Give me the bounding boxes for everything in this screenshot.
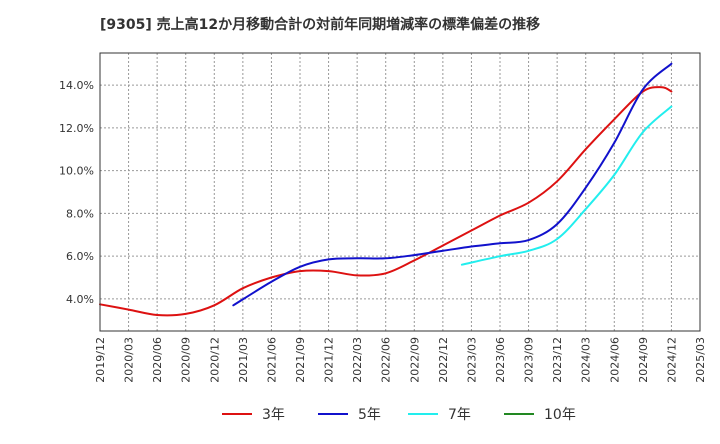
x-tick-label: 2024/09 — [637, 337, 650, 383]
series-layer — [99, 62, 673, 317]
x-axis: 2019/12 2020/03 2020/06 2020/09 2020/12 2021/… — [94, 337, 707, 383]
plot-border — [99, 52, 701, 332]
x-tick-label: 2025/03 — [694, 337, 707, 383]
x-tick-label: 2020/06 — [151, 337, 164, 383]
x-tick-label: 2020/09 — [180, 337, 193, 383]
legend: 3年 5年 7年 10年 — [222, 407, 576, 423]
x-tick-label: 2022/09 — [408, 337, 421, 383]
x-tick-label: 2021/12 — [323, 337, 336, 383]
legend-label-3: 10年 — [544, 407, 576, 423]
series-line-0 — [99, 86, 673, 317]
x-tick-label: 2022/06 — [380, 337, 393, 383]
y-tick-label: 4.0% — [66, 293, 94, 306]
y-tick-label: 10.0% — [59, 165, 94, 178]
y-tick-label: 12.0% — [59, 122, 94, 135]
legend-label-1: 5年 — [358, 407, 381, 423]
x-tick-label: 2024/03 — [580, 337, 593, 383]
legend-label-2: 7年 — [448, 407, 471, 423]
x-tick-label: 2023/06 — [494, 337, 507, 383]
x-tick-label: 2021/06 — [265, 337, 278, 383]
x-tick-label: 2022/12 — [437, 337, 450, 383]
y-axis: 4.0% 6.0% 8.0% 10.0% 12.0% 14.0% — [59, 79, 94, 306]
plot-background — [100, 53, 700, 331]
x-tick-label: 2019/12 — [94, 337, 107, 383]
chart-title: [9305] 売上高12か月移動合計の対前年同期増減率の標準偏差の推移 — [100, 17, 541, 33]
y-tick-label: 14.0% — [59, 79, 94, 92]
x-tick-label: 2023/12 — [551, 337, 564, 383]
y-tick-label: 8.0% — [66, 207, 94, 220]
x-tick-label: 2024/12 — [665, 337, 678, 383]
series-line-2 — [460, 105, 673, 266]
y-tick-label: 6.0% — [66, 250, 94, 263]
plot-area — [100, 53, 700, 331]
x-tick-label: 2023/09 — [523, 337, 536, 383]
x-tick-label: 2021/09 — [294, 337, 307, 383]
x-tick-label: 2020/03 — [123, 337, 136, 383]
plot-frame — [99, 52, 701, 332]
grid-lines — [99, 53, 701, 331]
x-tick-label: 2024/06 — [608, 337, 621, 383]
x-tick-label: 2023/03 — [465, 337, 478, 383]
series-line-1 — [232, 62, 673, 307]
x-tick-label: 2022/03 — [351, 337, 364, 383]
x-tick-label: 2020/12 — [208, 337, 221, 383]
legend-label-0: 3年 — [262, 407, 285, 423]
x-tick-label: 2021/03 — [237, 337, 250, 383]
